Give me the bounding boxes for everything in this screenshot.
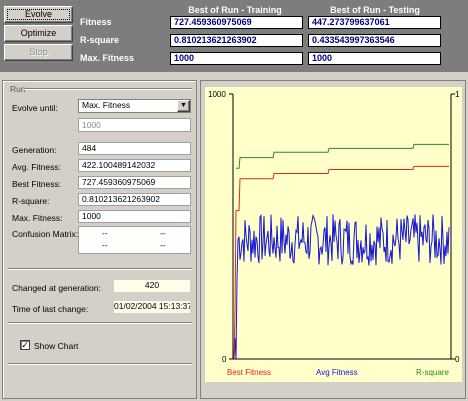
confusion-matrix-label: Confusion Matrix: — [12, 229, 79, 239]
evolve-button[interactable]: Evolve — [4, 6, 73, 23]
divider — [8, 322, 192, 324]
run-panel — [2, 80, 197, 399]
time-of-last-change-value: 01/02/2004 15:13:37 — [113, 300, 191, 314]
run-group-label: Run — [10, 84, 26, 94]
testing-r-square-value: 0.433543997363546 — [308, 34, 441, 47]
avg-fitness-series — [233, 213, 450, 360]
evolve-until-label: Evolve until: — [12, 103, 58, 113]
confusion-cell: -- — [160, 228, 166, 238]
avg-fitness-label: Avg. Fitness: — [12, 162, 61, 172]
r-square-series — [236, 143, 449, 169]
show-chart-checkbox[interactable]: ✓ — [20, 340, 30, 350]
evolve-until-value: Max. Fitness — [82, 100, 131, 110]
fitness-chart: 1000 0 1 0 Best Fitness Avg Fitness R-sq… — [208, 90, 460, 377]
stop-button[interactable]: Stop — [4, 44, 73, 61]
training-column-title: Best of Run - Training — [188, 5, 282, 15]
max-fitness-row-label: Max. Fitness — [80, 53, 135, 63]
optimize-button[interactable]: Optimize — [4, 25, 73, 42]
testing-column-title: Best of Run - Testing — [330, 5, 420, 15]
max-fitness-label: Max. Fitness: — [12, 213, 63, 223]
changed-at-generation-value: 420 — [113, 279, 191, 293]
changed-at-generation-label: Changed at generation: — [12, 283, 101, 293]
legend-r-square: R-square — [416, 368, 449, 377]
evolve-until-select[interactable]: Max. Fitness — [78, 99, 191, 113]
confusion-matrix — [78, 226, 191, 254]
right-axis-max-label: 1 — [455, 90, 460, 99]
legend-avg-fitness: Avg Fitness — [316, 368, 358, 377]
generation-label: Generation: — [12, 145, 57, 155]
best-fitness-series — [233, 165, 449, 360]
testing-max-fitness-value: 1000 — [308, 52, 441, 65]
chevron-down-icon[interactable]: ▼ — [177, 100, 190, 112]
show-chart-label: Show Chart — [34, 341, 79, 351]
generation-value: 484 — [78, 142, 191, 155]
confusion-cell: -- — [102, 228, 108, 238]
r-square-row-label: R-square — [80, 35, 120, 45]
divider — [8, 268, 192, 270]
right-axis-min-label: 0 — [455, 355, 460, 364]
training-fitness-value: 727.459360975069 — [170, 16, 303, 29]
fitness-row-label: Fitness — [80, 17, 112, 27]
left-axis-min-label: 0 — [222, 355, 227, 364]
time-of-last-change-label: Time of last change: — [12, 304, 89, 314]
max-fitness-value: 1000 — [78, 210, 191, 223]
training-max-fitness-value: 1000 — [170, 52, 303, 65]
legend-best-fitness: Best Fitness — [227, 368, 271, 377]
divider — [8, 363, 192, 365]
confusion-cell: -- — [160, 240, 166, 250]
left-axis-max-label: 1000 — [208, 90, 226, 99]
training-r-square-value: 0.810213621263902 — [170, 34, 303, 47]
evolve-until-target-input[interactable]: 1000 — [78, 118, 191, 132]
r-square-value: 0.810213621263902 — [78, 193, 191, 206]
best-fitness-value: 727.459360975069 — [78, 176, 191, 189]
r-square-label: R-square: — [12, 196, 50, 206]
avg-fitness-value: 422.100489142032 — [78, 159, 191, 172]
best-fitness-label: Best Fitness: — [12, 179, 62, 189]
run-group-divider — [24, 88, 192, 90]
chart-panel — [200, 80, 466, 399]
testing-fitness-value: 447.273799637061 — [308, 16, 441, 29]
confusion-cell: -- — [102, 240, 108, 250]
